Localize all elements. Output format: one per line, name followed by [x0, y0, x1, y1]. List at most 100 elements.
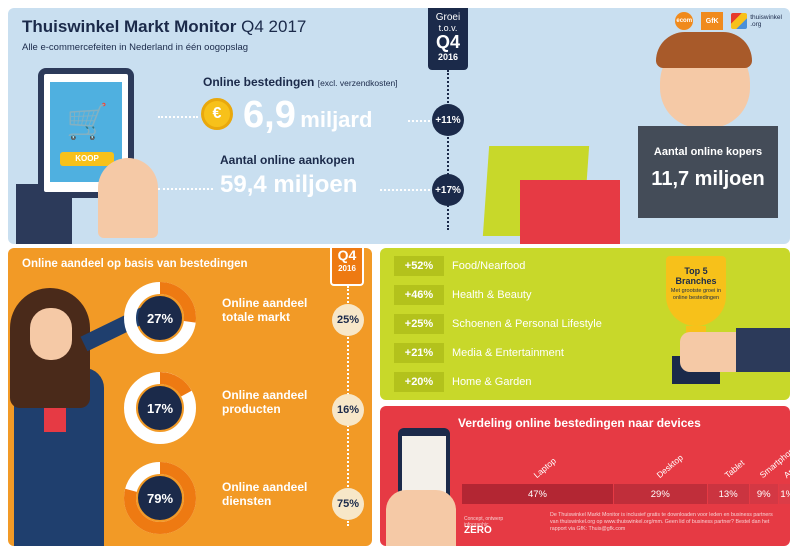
donut-share-arc — [124, 282, 196, 354]
zero-logo: ZERO — [464, 525, 492, 536]
devices-title: Verdeling online bestedingen naar device… — [458, 416, 701, 430]
branch-growth: +46% — [394, 285, 444, 305]
buyers-label: Aantal online kopers — [653, 146, 763, 158]
euro-coin-icon: € — [201, 98, 233, 130]
branch-row: +25% Schoenen & Personal Lifestyle — [394, 314, 602, 334]
cube-icon — [731, 13, 748, 29]
donut-share-arc — [124, 372, 196, 444]
tablet-screen: 🛒 KOOP — [50, 82, 122, 182]
thuiswinkel-logo-domain: .org — [750, 21, 762, 28]
devices-panel: Verdeling online bestedingen naar device… — [380, 406, 790, 546]
purchases-dotted-line — [158, 188, 213, 190]
share-prev-services: 75% — [332, 488, 364, 520]
spend-growth-dotted-line — [408, 120, 430, 122]
share-label-services-line2: diensten — [222, 494, 272, 508]
donut-share-arc — [124, 462, 196, 534]
device-label: Tablet — [722, 457, 747, 480]
branch-name: Home & Garden — [452, 376, 532, 388]
device-label: Desktop — [654, 452, 685, 480]
branch-name: Media & Entertainment — [452, 347, 564, 359]
footnote: De Thuiswinkel Markt Monitor is inclusie… — [550, 512, 773, 532]
title-quarter: Q4 2017 — [241, 17, 307, 36]
share-label-products-line1: Online aandeel — [222, 388, 308, 402]
device-segment: 47% — [462, 484, 614, 504]
woman-face-illustration — [30, 308, 72, 360]
spend-value: 6,9 miljard — [243, 94, 372, 137]
share-prev-total: 25% — [332, 304, 364, 336]
page-title: Thuiswinkel Markt Monitor Q4 2017 — [22, 17, 306, 37]
red-bag-illustration — [520, 180, 620, 244]
share-donut-services-chart — [124, 462, 196, 534]
title-main: Thuiswinkel Markt Monitor — [22, 17, 237, 36]
branch-row: +20% Home & Garden — [394, 372, 531, 392]
growth-banner-year: 2016 — [437, 52, 459, 62]
spend-label-text: Online bestedingen — [203, 75, 315, 89]
online-share-panel: Online aandeel op basis van bestedingen … — [8, 248, 372, 546]
share-label-services-line1: Online aandeel — [222, 480, 308, 494]
q4-badge-quarter: Q4 — [337, 248, 357, 263]
ecom-logo: ecom — [675, 12, 694, 30]
branch-growth: +21% — [394, 343, 444, 363]
share-donut-total-chart — [124, 282, 196, 354]
branches-panel: +52% Food/Nearfood +46% Health & Beauty … — [380, 248, 790, 400]
share-donut-products-chart — [124, 372, 196, 444]
top-panel: Thuiswinkel Markt Monitor Q4 2017 Alle e… — [8, 8, 790, 244]
branch-row: +52% Food/Nearfood — [394, 256, 525, 276]
share-donut-products: 17% — [124, 372, 196, 444]
share-label-total-line1: Online aandeel — [222, 296, 308, 310]
branch-growth: +25% — [394, 314, 444, 334]
device-label: Laptop — [531, 455, 558, 480]
thuiswinkel-logo: thuiswinkel .org — [731, 13, 782, 29]
growth-banner-line2: t.o.v. — [438, 23, 458, 33]
share-label-total-line2: totale markt — [222, 310, 291, 324]
share-label-services: Online aandeel diensten — [222, 480, 307, 508]
spend-value-number: 6,9 — [243, 94, 296, 136]
share-pct-products: 17% — [138, 386, 182, 430]
page-subtitle: Alle e-commercefeiten in Nederland in éé… — [22, 42, 249, 53]
device-segment: 1% — [778, 484, 790, 504]
buyers-box: Aantal online kopers 11,7 miljoen — [638, 126, 778, 218]
q4-badge-year: 2016 — [338, 264, 356, 273]
credit-line2: infographic — [464, 522, 489, 528]
purchases-label: Aantal online aankopen — [220, 153, 355, 167]
phone-hand-illustration — [386, 490, 456, 546]
logo-bar: ecom GfK thuiswinkel .org — [675, 12, 782, 30]
spend-growth-badge: +11% — [432, 104, 464, 136]
koop-button: KOOP — [60, 152, 114, 166]
trophy-sleeve-illustration — [736, 328, 790, 372]
branch-row: +21% Media & Entertainment — [394, 343, 564, 363]
share-donut-services: 79% — [124, 462, 196, 534]
growth-banner-line1: Groei — [435, 12, 461, 23]
spend-label: Online bestedingen [excl. verzendkosten] — [203, 75, 398, 89]
person-hair-illustration — [656, 32, 752, 68]
q4-2016-badge: Q4 2016 — [330, 248, 364, 286]
share-label-total: Online aandeel totale markt — [222, 296, 307, 324]
credit-line1: Concept, ontwerp — [464, 516, 504, 522]
trophy-icon — [666, 256, 726, 326]
share-label-products: Online aandeel producten — [222, 388, 307, 416]
device-segment: 13% — [707, 484, 750, 504]
spend-dotted-line — [158, 116, 198, 118]
growth-dotted-line — [447, 70, 449, 230]
gfk-logo: GfK — [701, 12, 724, 30]
spend-note: [excl. verzendkosten] — [317, 78, 398, 88]
branch-growth: +20% — [394, 372, 444, 392]
share-prev-products: 16% — [332, 394, 364, 426]
spend-value-unit: miljard — [300, 107, 373, 132]
purchases-value: 59,4 miljoen — [220, 171, 358, 198]
online-share-title: Online aandeel op basis van bestedingen — [22, 258, 248, 270]
share-label-products-line2: producten — [222, 402, 281, 416]
buyers-value: 11,7 miljoen — [651, 168, 765, 190]
thuiswinkel-logo-text: thuiswinkel — [750, 14, 782, 21]
credit: Concept, ontwerp infographic ZERO — [464, 516, 504, 536]
branch-name: Health & Beauty — [452, 289, 532, 301]
device-segment: 29% — [613, 484, 708, 504]
trophy-title-line2: Branches — [675, 276, 717, 286]
shopping-cart-icon: 🛒 — [66, 103, 109, 141]
share-pct-services: 79% — [138, 476, 182, 520]
branch-growth: +52% — [394, 256, 444, 276]
purchases-growth-dotted-line — [380, 189, 430, 191]
purchases-growth-badge: +17% — [432, 174, 464, 206]
share-pct-total: 27% — [138, 296, 182, 340]
trophy-text: Top 5 Branches Met grootste groei in onl… — [666, 266, 726, 302]
